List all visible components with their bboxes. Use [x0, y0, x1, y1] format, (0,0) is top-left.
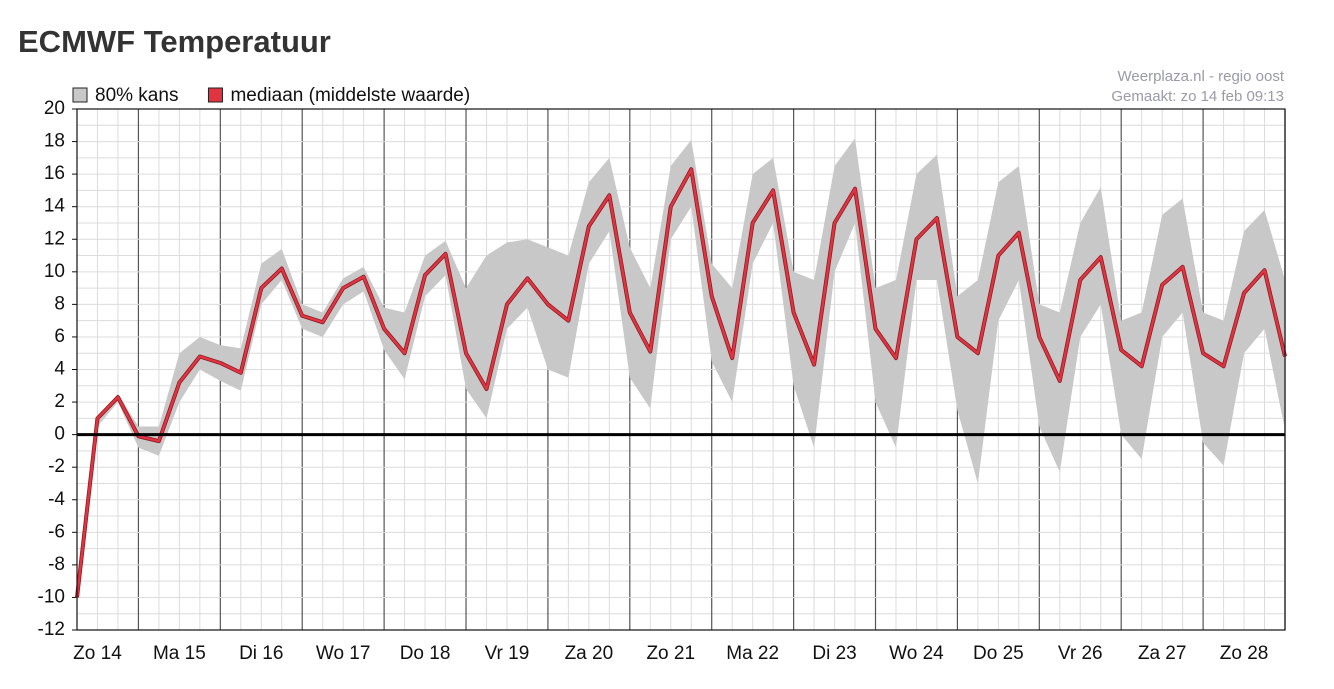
x-tick-label: Ma 15 — [153, 643, 206, 664]
y-tick-label: -12 — [38, 619, 65, 640]
y-tick-label: 16 — [44, 163, 65, 184]
y-tick-label: -4 — [48, 489, 65, 510]
x-tick-label: Do 25 — [973, 643, 1024, 664]
y-tick-label: 0 — [54, 424, 65, 445]
x-tick-label: Di 16 — [239, 643, 283, 664]
x-tick-label: Zo 14 — [73, 643, 122, 664]
y-tick-label: 12 — [44, 228, 65, 249]
y-tick-label: -2 — [48, 456, 65, 477]
plot-frame — [76, 108, 1286, 631]
x-tick-label: Do 18 — [400, 643, 451, 664]
legend-label: mediaan (middelste waarde) — [230, 85, 470, 106]
x-tick-label: Vr 26 — [1058, 643, 1103, 664]
chart-title: ECMWF Temperatuur — [18, 24, 331, 59]
x-tick-label: Wo 24 — [889, 643, 944, 664]
x-tick-label: Vr 19 — [485, 643, 530, 664]
y-tick-label: 8 — [54, 293, 65, 314]
x-tick-label: Za 20 — [565, 643, 614, 664]
band-area — [77, 138, 1285, 598]
x-tick-label: Di 23 — [812, 643, 856, 664]
y-tick-label: 20 — [44, 98, 65, 119]
legend-swatch — [207, 87, 223, 103]
y-tick-label: 18 — [44, 131, 65, 152]
credit: Gemaakt: zo 14 feb 09:13 — [1111, 88, 1284, 105]
y-tick-label: 14 — [44, 196, 66, 217]
legend-swatch — [72, 87, 88, 103]
legend-label: 80% kans — [95, 85, 178, 106]
x-tick-label: Zo 28 — [1220, 643, 1269, 664]
x-tick-label: Za 27 — [1138, 643, 1187, 664]
x-tick-label: Zo 21 — [646, 643, 695, 664]
y-tick-label: -6 — [48, 521, 65, 542]
median-line — [75, 168, 1287, 598]
x-tick-label: Wo 17 — [316, 643, 371, 664]
y-tick-label: 4 — [54, 359, 65, 380]
credit: Weerplaza.nl - regio oost — [1118, 68, 1285, 85]
x-tick-label: Ma 22 — [726, 643, 779, 664]
y-tick-label: 2 — [54, 391, 65, 412]
y-tick-label: 10 — [44, 261, 65, 282]
y-tick-label: 6 — [54, 326, 65, 347]
y-tick-label: -8 — [48, 554, 65, 575]
y-tick-label: -10 — [38, 586, 65, 607]
